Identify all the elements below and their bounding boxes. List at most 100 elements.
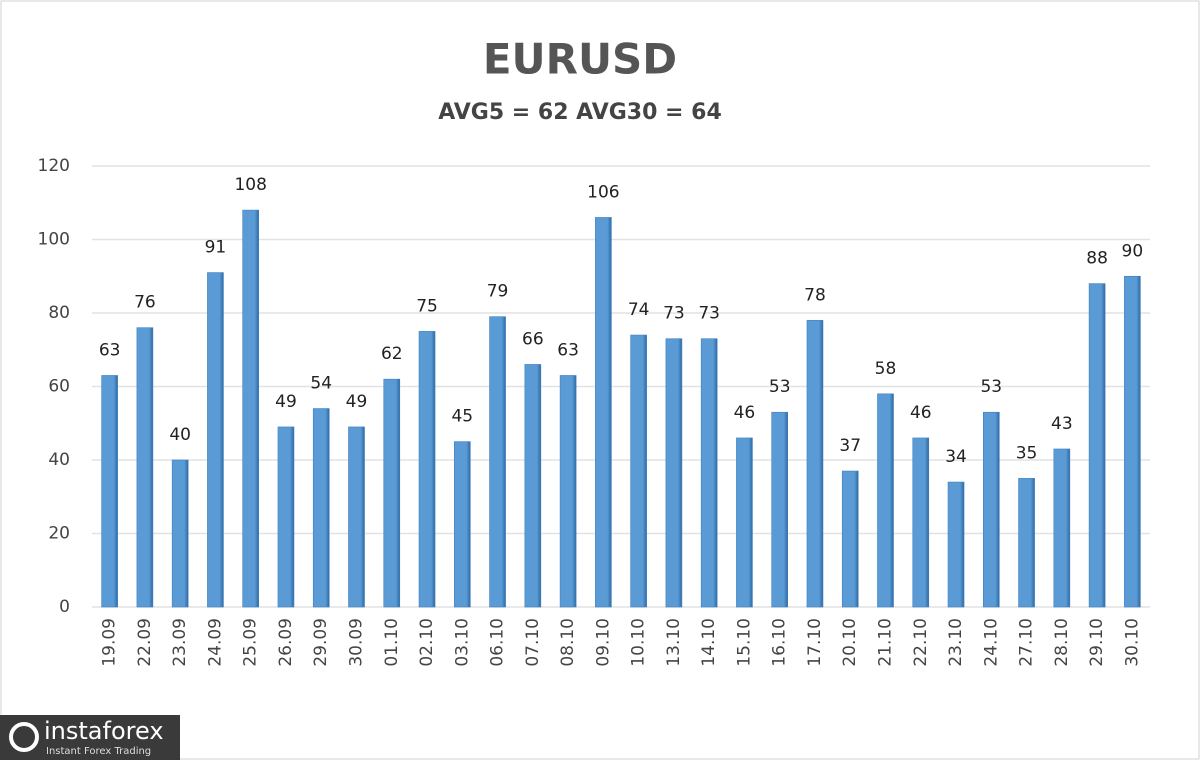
bar [171, 459, 189, 608]
watermark: instaforex Instant Forex Trading [0, 715, 180, 760]
x-tick-label: 13.10 [664, 618, 684, 667]
value-label: 53 [769, 377, 791, 397]
value-label: 40 [169, 425, 191, 445]
bar [947, 481, 965, 608]
x-tick-label: 19.09 [100, 618, 120, 667]
bar [665, 338, 683, 608]
value-label: 63 [99, 340, 121, 360]
value-label: 49 [275, 392, 297, 412]
x-tick-label: 26.09 [276, 618, 296, 667]
bar [630, 334, 647, 608]
bar [101, 375, 118, 608]
value-label: 35 [1016, 443, 1038, 463]
bar [348, 426, 365, 608]
x-tick-label: 27.10 [1017, 618, 1037, 667]
value-label: 37 [839, 436, 861, 456]
bar [383, 378, 401, 608]
x-tick-label: 25.09 [241, 618, 261, 667]
x-tick-label: 01.10 [382, 618, 402, 667]
value-label: 46 [910, 403, 932, 423]
watermark-brand: instaforex [44, 717, 164, 745]
watermark-tagline: Instant Forex Trading [46, 746, 151, 757]
y-tick-label: 120 [38, 156, 70, 176]
bar [418, 331, 436, 608]
bar [1124, 275, 1141, 608]
x-tick-label: 21.10 [876, 618, 896, 667]
bar [1088, 283, 1106, 608]
y-tick-label: 60 [48, 377, 70, 397]
x-tick-label: 20.10 [840, 618, 860, 667]
x-tick-label: 28.10 [1052, 618, 1072, 667]
x-tick-label: 08.10 [558, 618, 578, 667]
bar [877, 393, 894, 608]
x-tick-label: 16.10 [770, 618, 790, 667]
x-tick-label: 23.10 [946, 618, 966, 667]
value-label: 58 [875, 359, 897, 379]
watermark-box [0, 715, 180, 760]
bar [912, 437, 930, 608]
x-tick-label: 10.10 [629, 618, 649, 667]
bar [841, 470, 859, 608]
bar [453, 441, 471, 608]
value-label: 91 [205, 238, 227, 258]
value-label: 76 [134, 293, 156, 313]
bar [524, 364, 542, 608]
bar [1018, 478, 1035, 608]
value-label: 79 [487, 282, 509, 302]
y-tick-label: 100 [38, 230, 70, 250]
x-tick-label: 22.09 [135, 618, 155, 667]
grid [92, 165, 1150, 608]
value-label: 34 [945, 447, 967, 467]
chart-title: EURUSD [483, 35, 677, 84]
value-label: 73 [698, 304, 720, 324]
bar [312, 408, 330, 608]
value-label: 49 [346, 392, 368, 412]
chart-subtitle: AVG5 = 62 AVG30 = 64 [438, 100, 722, 125]
bar [806, 320, 824, 608]
bar [771, 411, 789, 608]
bar [559, 375, 577, 608]
bar [136, 327, 154, 608]
x-tick-label: 23.09 [170, 618, 190, 667]
bar [736, 437, 753, 608]
x-tick-label: 22.10 [911, 618, 931, 667]
value-label: 53 [980, 377, 1002, 397]
y-tick-label: 40 [48, 450, 70, 470]
x-tick-label: 24.09 [205, 618, 225, 667]
value-label: 45 [451, 407, 473, 427]
bar [277, 426, 295, 608]
value-label: 43 [1051, 414, 1073, 434]
value-label: 90 [1122, 241, 1144, 261]
value-label: 74 [628, 300, 650, 320]
value-label: 88 [1086, 249, 1108, 269]
bar [700, 338, 718, 608]
x-tick-label: 29.10 [1087, 618, 1107, 667]
x-tick-label: 09.10 [593, 618, 613, 667]
x-tick-label: 14.10 [699, 618, 719, 667]
value-label: 62 [381, 344, 403, 364]
bar [489, 316, 506, 608]
value-label: 54 [310, 374, 332, 394]
value-label: 75 [416, 296, 438, 316]
x-tick-label: 03.10 [452, 618, 472, 667]
x-tick-label: 30.10 [1122, 618, 1142, 667]
value-label: 108 [234, 175, 266, 195]
bar [595, 217, 612, 608]
value-label: 78 [804, 285, 826, 305]
x-tick-label: 29.09 [311, 618, 331, 667]
x-tick-label: 30.09 [347, 618, 367, 667]
value-label: 46 [734, 403, 756, 423]
x-tick-label: 17.10 [805, 618, 825, 667]
watermark-logo [9, 722, 39, 752]
x-tick-label: 06.10 [488, 618, 508, 667]
y-tick-label: 80 [48, 303, 70, 323]
bar [982, 411, 1000, 608]
x-tick-label: 15.10 [734, 618, 754, 667]
bar [1053, 448, 1071, 608]
bar [207, 272, 224, 608]
value-label: 66 [522, 329, 544, 349]
y-tick-label: 0 [59, 597, 70, 617]
value-label: 63 [557, 340, 579, 360]
value-label: 106 [587, 182, 619, 202]
